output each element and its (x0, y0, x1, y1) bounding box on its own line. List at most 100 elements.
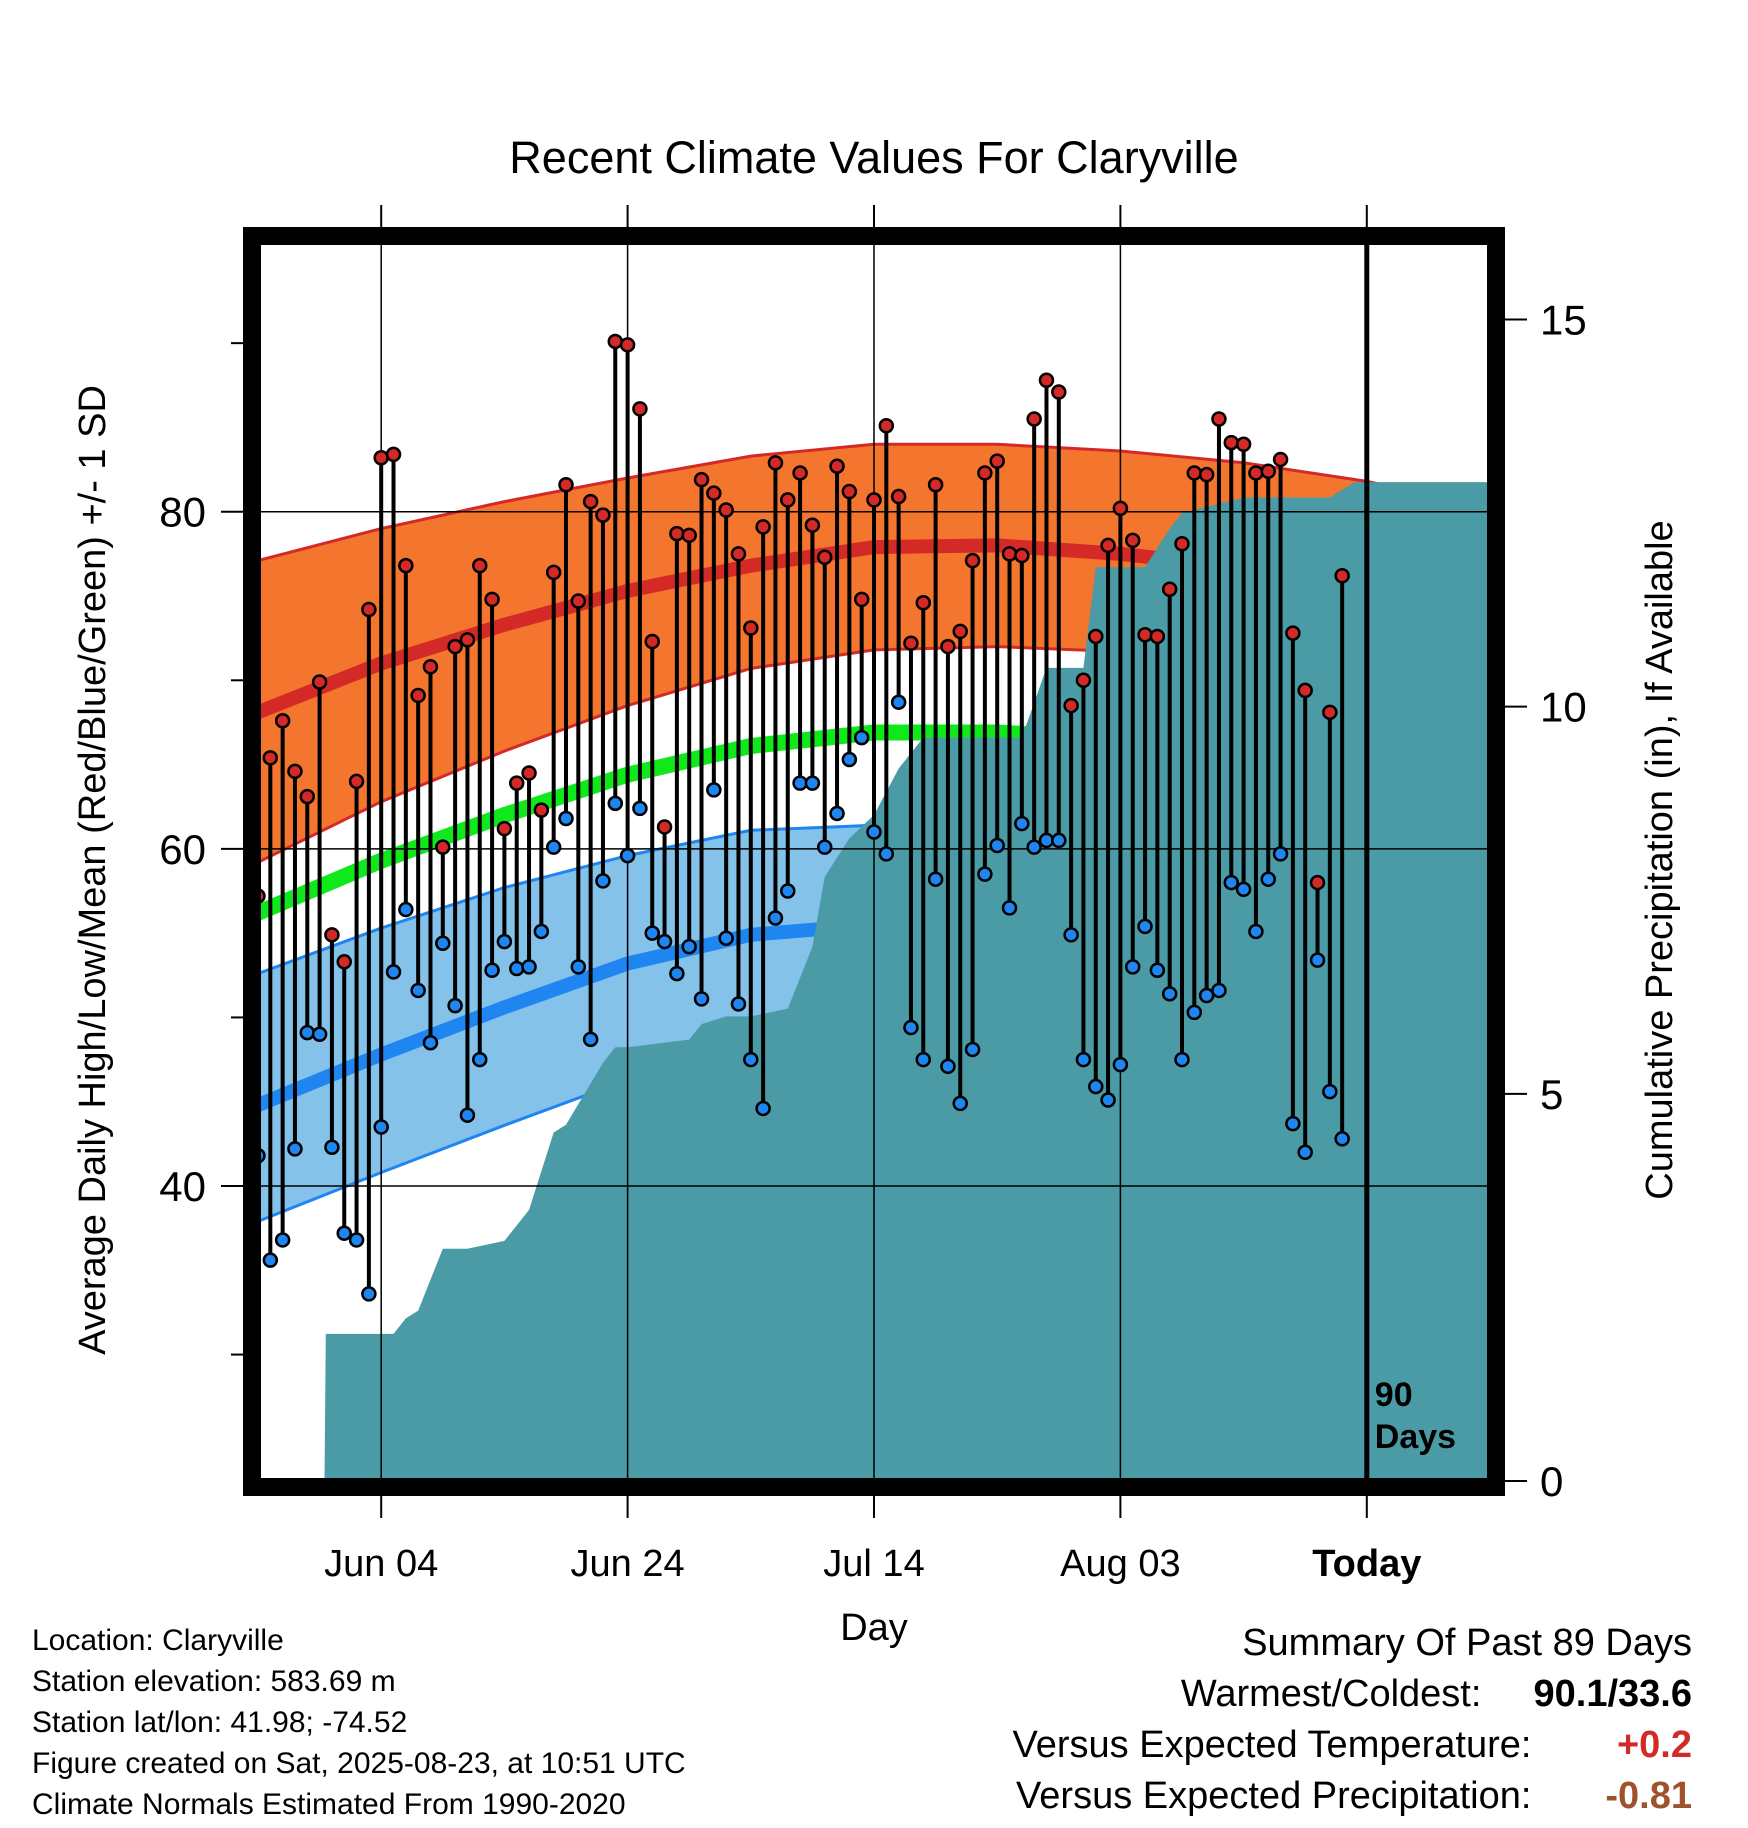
low-point (1026, 839, 1042, 855)
high-point (619, 337, 636, 353)
high-point (447, 638, 463, 655)
low-point (1248, 923, 1264, 940)
high-point (311, 674, 328, 690)
y2-tick-label: 0 (1540, 1458, 1563, 1505)
warmest-label: Warmest/Coldest: (1180, 1673, 1482, 1715)
low-point (521, 959, 537, 975)
x-tick-label: Aug 03 (1060, 1543, 1180, 1585)
warmest-coldest-row: Warmest/Coldest: 90.1/33.6 (1013, 1669, 1692, 1720)
y2-tick-label: 15 (1540, 296, 1587, 343)
high-point (1075, 672, 1092, 689)
normals-text: Climate Normals Estimated From 1990-2020 (32, 1788, 626, 1821)
low-point (866, 824, 882, 840)
low-point (1198, 987, 1215, 1004)
high-point (1322, 704, 1338, 721)
low-point (1272, 846, 1289, 862)
summary-panel: Summary Of Past 89 Days Warmest/Coldest:… (1013, 1618, 1692, 1822)
high-point (1174, 535, 1190, 552)
low-point (977, 866, 993, 882)
high-point (767, 455, 784, 471)
high-point (1137, 627, 1153, 643)
high-point (1260, 463, 1276, 480)
low-point (1100, 1092, 1116, 1108)
high-point (853, 591, 870, 608)
low-point (718, 930, 734, 946)
low-point (545, 839, 562, 855)
high-point (1088, 628, 1104, 645)
y2-tick-label: 5 (1540, 1071, 1563, 1118)
low-point (1149, 962, 1166, 978)
low-point (274, 1232, 291, 1248)
low-point (755, 1100, 771, 1117)
high-point (361, 601, 377, 618)
high-point (398, 557, 414, 574)
temp-label: Versus Expected Temperature: (1012, 1724, 1532, 1766)
low-point (1014, 815, 1030, 832)
high-point (274, 712, 291, 729)
low-point (1075, 1051, 1092, 1068)
high-point (718, 502, 734, 518)
high-point (385, 446, 402, 463)
high-point (792, 465, 808, 481)
y-tick-label: 80 (159, 489, 206, 536)
high-point (324, 927, 340, 943)
today-days-label: Days (1375, 1418, 1456, 1456)
plot-area: 90 Days 40 60 80 0 5 10 15 Jun 04 Jun 24 Jul 14 Aug … (159, 205, 1587, 1585)
high-point (644, 633, 660, 650)
low-point (816, 839, 833, 855)
low-point (447, 997, 463, 1014)
low-point (706, 782, 722, 798)
low-point (558, 810, 574, 827)
low-point (780, 883, 796, 899)
high-point (1124, 532, 1141, 549)
low-point (964, 1041, 981, 1058)
low-point (1260, 871, 1276, 887)
high-point (1272, 451, 1289, 468)
low-point (410, 982, 426, 999)
low-point (1334, 1131, 1350, 1147)
high-point (1198, 466, 1215, 483)
x-axis-label: Day (840, 1607, 908, 1649)
high-point (1149, 628, 1166, 645)
low-point (1112, 1056, 1129, 1073)
low-point (644, 925, 660, 941)
high-point (373, 450, 389, 466)
low-point (398, 901, 414, 918)
low-point (1322, 1083, 1338, 1100)
high-point (816, 549, 833, 565)
low-point (730, 996, 747, 1012)
low-point (1137, 918, 1153, 935)
low-point (1186, 1004, 1203, 1021)
low-point (422, 1034, 439, 1051)
y-axis-label: Average Daily High/Low/Mean (Red/Blue/Gr… (72, 385, 114, 1355)
high-point (595, 507, 611, 523)
low-point (582, 1031, 599, 1048)
low-point (1223, 874, 1240, 891)
high-point (681, 527, 697, 544)
high-point (607, 333, 624, 350)
x-tick-label: Jun 04 (324, 1543, 438, 1585)
high-point (632, 401, 648, 417)
low-point (903, 1019, 919, 1036)
low-point (1297, 1144, 1313, 1161)
high-point (1223, 434, 1240, 451)
x-tick-label: Jun 24 (571, 1543, 685, 1585)
low-point (385, 964, 402, 980)
high-point (1100, 537, 1116, 554)
low-point (324, 1139, 340, 1155)
high-point (1001, 546, 1018, 562)
created-text: Figure created on Sat, 2025-08-23, at 10… (32, 1747, 686, 1780)
low-point (1038, 832, 1055, 849)
high-point (940, 638, 956, 655)
high-point (866, 492, 882, 508)
x-tick-label: Jul 14 (823, 1543, 924, 1585)
low-point (262, 1252, 279, 1268)
high-point (1211, 411, 1227, 427)
location-text: Location: Claryville (32, 1624, 284, 1657)
high-point (1161, 581, 1178, 598)
high-point (472, 557, 488, 574)
low-point (607, 795, 624, 812)
high-point (521, 765, 537, 781)
low-point (743, 1051, 759, 1068)
high-point (1026, 411, 1042, 427)
